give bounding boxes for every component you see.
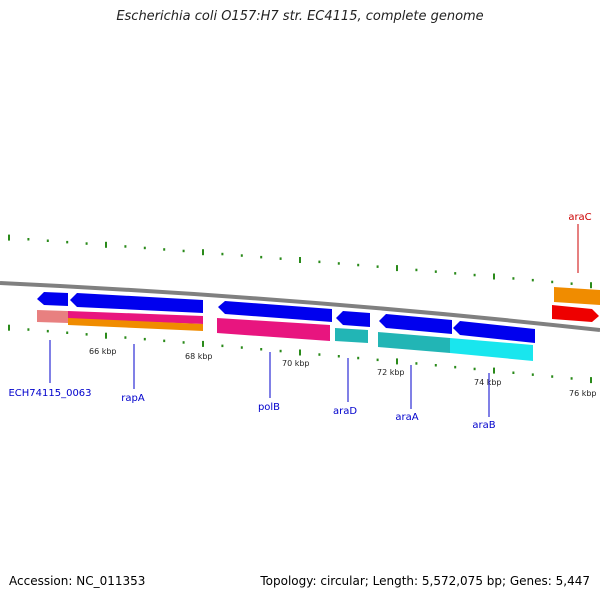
gene-box-arab-cyan[interactable] — [450, 338, 533, 361]
gene-label-arad[interactable]: araD — [333, 406, 357, 417]
topology-text: Topology: circular; Length: 5,572,075 bp… — [260, 574, 590, 588]
accession-text: Accession: NC_011353 — [9, 574, 146, 588]
gene-box-rapa-pink[interactable] — [68, 311, 203, 324]
lower-track-minor-tick — [570, 377, 573, 380]
lower-track-minor-tick — [279, 349, 282, 353]
lower-tick-track — [8, 324, 592, 384]
lower-track-minor-tick — [357, 356, 360, 360]
scale-label-72kbp: 72 kbp — [377, 368, 405, 377]
lower-track-minor-tick — [473, 367, 476, 371]
upper-track-minor-tick — [551, 280, 554, 284]
genome-title: Escherichia coli O157:H7 str. EC4115, co… — [116, 9, 484, 24]
lower-track-major-tick — [105, 332, 107, 339]
upper-track-minor-tick — [66, 240, 69, 244]
lower-track-minor-tick — [512, 371, 515, 374]
upper-track-minor-tick — [570, 282, 573, 285]
lower-track-minor-tick — [240, 346, 243, 349]
upper-track-minor-tick — [279, 257, 282, 260]
lower-track-minor-tick — [434, 364, 437, 367]
upper-track-major-tick — [396, 265, 398, 272]
lower-track-minor-tick — [46, 329, 49, 333]
gene-label-araa[interactable]: araA — [395, 412, 418, 423]
upper-track-minor-tick — [415, 268, 418, 272]
gene-arrow-arab-blue[interactable] — [453, 321, 535, 343]
gene-label-arab[interactable]: araB — [472, 420, 495, 431]
gene-label-arac[interactable]: araC — [568, 212, 591, 223]
upper-track-minor-tick — [163, 248, 166, 251]
upper-track-minor-tick — [473, 273, 476, 277]
lower-track-minor-tick — [124, 336, 127, 339]
gene-arrow-araa-blue[interactable] — [379, 314, 452, 334]
lower-track-minor-tick — [27, 328, 30, 331]
upper-track-minor-tick — [221, 252, 224, 256]
upper-track-minor-tick — [85, 242, 88, 245]
upper-track-minor-tick — [434, 270, 437, 273]
lower-track-minor-tick — [415, 362, 418, 365]
upper-track-minor-tick — [318, 260, 321, 264]
gene-label-ech74115-0063[interactable]: ECH74115_0063 — [8, 388, 91, 399]
gene-label-rapa[interactable]: rapA — [121, 393, 145, 404]
scale-label-68kbp: 68 kbp — [185, 352, 213, 361]
lower-track-minor-tick — [163, 339, 166, 343]
gene-arrow-arac-red[interactable] — [552, 305, 599, 322]
upper-track-major-tick — [493, 273, 495, 280]
lower-track-minor-tick — [85, 333, 88, 336]
upper-track-major-tick — [202, 249, 204, 256]
upper-tick-track — [8, 234, 592, 289]
lower-track-minor-tick — [143, 337, 146, 341]
scale-label-76kbp: 76 kbp — [569, 389, 597, 398]
gene-arrow-rapa-blue[interactable] — [70, 293, 203, 313]
upper-track-major-tick — [8, 234, 10, 241]
gene-box-arac-orange[interactable] — [554, 287, 600, 305]
upper-track-minor-tick — [27, 238, 30, 241]
gene-box-araa-teal[interactable] — [378, 332, 450, 353]
lower-track-minor-tick — [551, 375, 554, 378]
lower-track-major-tick — [590, 377, 592, 384]
upper-track-minor-tick — [240, 254, 243, 257]
lower-track-minor-tick — [221, 344, 224, 348]
upper-track-minor-tick — [143, 246, 146, 250]
gene-box-rapa-orange[interactable] — [68, 318, 203, 331]
gene-arrow-arad-blue[interactable] — [336, 311, 370, 327]
gene-label-polb[interactable]: polB — [258, 402, 280, 413]
lower-track-minor-tick — [182, 341, 185, 344]
upper-track-major-tick — [105, 241, 107, 248]
lower-track-minor-tick — [66, 331, 69, 334]
lower-track-major-tick — [202, 340, 204, 347]
lower-track-minor-tick — [260, 348, 263, 351]
lower-track-minor-tick — [337, 355, 340, 358]
upper-track-minor-tick — [454, 272, 457, 275]
lower-track-minor-tick — [318, 353, 321, 356]
lower-track-major-tick — [8, 324, 10, 331]
upper-track-minor-tick — [512, 277, 515, 280]
lower-track-major-tick — [493, 367, 495, 374]
upper-track-minor-tick — [337, 262, 340, 265]
gene-arrow-polb-blue[interactable] — [218, 301, 332, 322]
scale-label-66kbp: 66 kbp — [89, 347, 117, 356]
upper-track-minor-tick — [260, 255, 263, 259]
lower-track-major-tick — [299, 349, 301, 356]
upper-track-major-tick — [299, 257, 301, 263]
scale-label-74kbp: 74 kbp — [474, 378, 502, 387]
upper-track-minor-tick — [124, 245, 127, 248]
gene-arrow-ech74115-0063-blue[interactable] — [37, 292, 68, 306]
gene-box-polb-pink[interactable] — [217, 318, 330, 341]
lower-track-minor-tick — [454, 365, 457, 369]
upper-track-major-tick — [590, 282, 592, 289]
gene-box-arad-teal[interactable] — [335, 328, 368, 343]
lower-track-major-tick — [396, 358, 398, 365]
upper-track-minor-tick — [182, 249, 185, 253]
gene-box-ech74115-0063-salmon[interactable] — [37, 310, 68, 323]
lower-track-minor-tick — [376, 358, 379, 362]
genome-backbone — [0, 281, 600, 332]
upper-track-minor-tick — [357, 263, 360, 267]
lower-track-minor-tick — [531, 373, 534, 376]
upper-track-minor-tick — [46, 239, 49, 242]
upper-track-minor-tick — [376, 265, 379, 268]
scale-label-70kbp: 70 kbp — [282, 359, 310, 368]
upper-track-minor-tick — [531, 278, 534, 282]
